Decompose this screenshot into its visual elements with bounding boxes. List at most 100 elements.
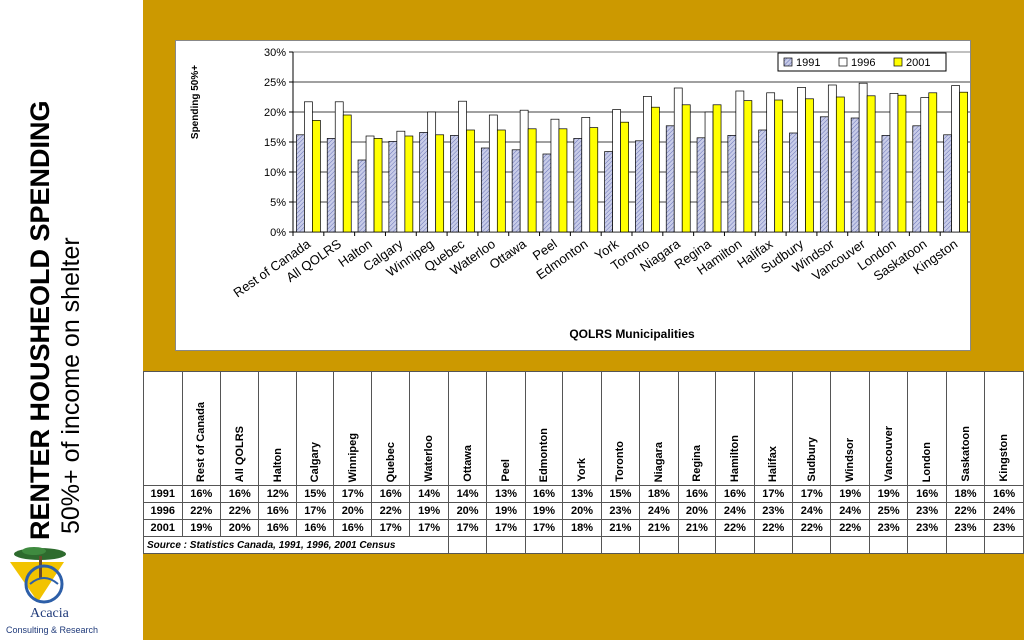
table-cell: 18% [562,519,602,537]
table-cell: 13% [562,485,602,503]
column-header-label: Halton [271,447,284,482]
column-header-label: Toronto [614,441,627,482]
table-cell: 17% [370,519,411,537]
table-cell: 19% [486,502,526,520]
bar-2001 [897,94,907,233]
source-row: Source : Statistics Canada, 1991, 1996, … [143,536,1024,554]
bar-1996 [858,82,868,233]
bar-2001 [312,120,321,233]
table-cell: 16% [370,485,411,503]
table-cell: 17% [295,502,335,520]
row-year-label: 1991 [143,485,183,503]
logo-name: Acacia [30,606,69,621]
y-tick-label: 20% [264,107,286,119]
bar-1996 [458,100,467,233]
title-sub: 50%+ of income on shelter [57,237,85,534]
bar-2001 [681,104,691,233]
table-body: 1991 16% 16% 12% 15% 17% 16% 14% 14% 13% 16% 13% 15%… [143,485,1024,554]
table-cell: 14% [409,485,449,503]
table-cell: 15% [600,485,641,503]
bar-1996 [673,87,683,233]
row-year-label: 1996 [143,502,183,520]
table-column-header: Vancouver [868,371,909,486]
table-corner-cell [143,371,183,486]
bar-1996 [704,111,714,233]
bar-2001 [805,98,814,233]
empty-cell [447,536,488,554]
bar-1991 [511,149,521,233]
table-cell: 16% [524,485,564,503]
empty-cell [715,536,755,554]
table-column-header: London [907,371,947,486]
row-year-label: 2001 [143,519,183,537]
bar-1991 [604,151,613,233]
bar-1991 [789,132,798,233]
empty-cell [639,536,679,554]
table-cell: 24% [984,502,1024,520]
table-column-header: York [562,371,602,486]
column-header-label: Regina [690,445,703,482]
table-cell: 16% [907,485,947,503]
table-cell: 13% [486,485,526,503]
table-column-header: Halifax [753,371,794,486]
table-column-header: Peel [486,371,526,486]
table-cell: 22% [792,519,832,537]
table-column-header: Waterloo [409,371,449,486]
empty-cell [945,536,986,554]
table-cell: 22% [715,519,755,537]
data-table: Rest of Canada All QOLRS Halton Calgary Winn… [143,371,1024,554]
table-cell: 17% [486,519,526,537]
table-column-header: Windsor [830,371,870,486]
legend-swatch-2001 [893,57,903,67]
table-cell: 16% [677,485,717,503]
table-cell: 20% [447,502,488,520]
table-cell: 23% [945,519,986,537]
table-column-header: Ottawa [447,371,488,486]
table-cell: 24% [830,502,870,520]
chart-container: 0% 5% 10% 15% 20% 25% 30% Rest of Canada All QOL… [175,40,971,351]
bar-2001 [466,129,475,233]
table-cell: 22% [945,502,986,520]
y-tick-label: 5% [270,197,286,209]
y-axis-title: Spending 50%+ [190,65,201,139]
bar-1996 [396,130,406,233]
bar-2001 [496,129,506,233]
bar-1991 [727,135,737,233]
bar-2001 [835,96,845,233]
table-column-header: Regina [677,371,717,486]
bar-2001 [527,128,537,233]
bar-1991 [357,159,367,233]
table-cell: 15% [295,485,335,503]
bar-1996 [766,92,776,233]
table-cell: 19% [830,485,870,503]
bar-2001 [712,104,722,233]
column-header-label: Vancouver [882,426,895,482]
bar-1996 [519,109,529,233]
legend-box [777,52,947,72]
empty-cell [486,536,526,554]
table-cell: 12% [258,485,297,503]
bar-1991 [943,134,952,233]
bar-1996 [612,109,621,233]
y-tick-label: 15% [264,137,286,149]
bar-1996 [951,85,960,233]
table-cell: 20% [677,502,717,520]
table-cell: 16% [181,485,222,503]
bar-1996 [735,90,745,233]
column-header-label: Rest of Canada [195,401,208,482]
left-panel: RENTER HOUSHEOLD SPENDING 50%+ of income… [0,0,143,640]
bar-2001 [928,92,938,233]
table-cell: 24% [792,502,832,520]
bar-1996 [920,97,930,233]
table-cell: 23% [984,519,1024,537]
bar-1991 [850,117,860,233]
legend-label-1996: 1996 [851,57,875,69]
bar-1996 [488,114,498,233]
column-header-label: Sudbury [805,437,818,482]
x-tick-label: Ottawa [487,236,530,272]
table-header-row: Rest of Canada All QOLRS Halton Calgary Winn… [143,371,1024,486]
column-header-label: Quebec [384,441,397,482]
empty-cell [984,536,1024,554]
bar-1991 [635,140,644,233]
